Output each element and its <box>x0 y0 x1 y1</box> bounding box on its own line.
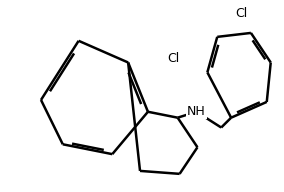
Text: Cl: Cl <box>235 7 247 20</box>
Text: Cl: Cl <box>168 52 180 65</box>
Text: NH: NH <box>187 105 206 118</box>
